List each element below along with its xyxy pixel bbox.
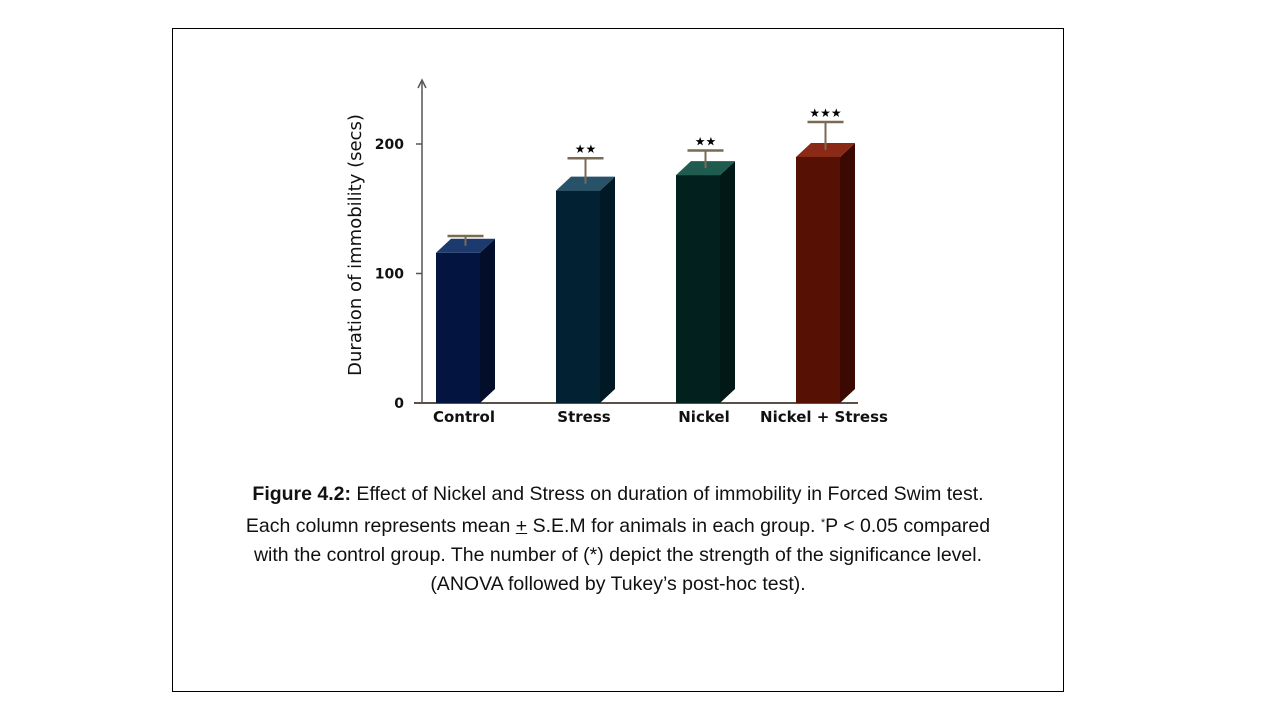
bar-front-face bbox=[436, 252, 480, 403]
caption-text-2c: P < 0.05 compared bbox=[825, 515, 991, 537]
caption-line-3: with the control group. The number of (*… bbox=[253, 544, 983, 566]
y-axis-label: Duration of immobility (secs) bbox=[345, 114, 366, 376]
significance-stars: ★★★ bbox=[809, 106, 841, 120]
figure-label: Figure 4.2: bbox=[252, 483, 352, 505]
bar-chart: 0 100 200 Control ★★ Stress ★★ Nickel ★★★ Nickel… bbox=[345, 78, 888, 426]
bars-group: Control ★★ Stress ★★ Nickel ★★★ Nickel + Stres… bbox=[433, 106, 888, 426]
y-tick-label: 200 bbox=[375, 137, 404, 153]
caption-text-2b: S.E.M for animals in each group. bbox=[527, 515, 821, 537]
figure-caption: Figure 4.2: Effect of Nickel and Stress … bbox=[172, 480, 1064, 599]
caption-line-4: (ANOVA followed by Tukey’s post-hoc test… bbox=[430, 573, 806, 595]
y-tick-label: 0 bbox=[394, 396, 404, 412]
plus-minus-sign: + bbox=[515, 515, 528, 537]
bar-side-face bbox=[840, 142, 855, 403]
x-tick-label: Nickel + Stress bbox=[760, 408, 888, 426]
bar-front-face bbox=[676, 175, 720, 403]
caption-text-2a: Each column represents mean bbox=[245, 515, 516, 537]
bar-side-face bbox=[600, 176, 615, 403]
axes: 0 100 200 bbox=[375, 78, 858, 412]
bar-stress: ★★ Stress bbox=[556, 142, 615, 426]
asterisk-superscript: * bbox=[820, 517, 826, 529]
bar-side-face bbox=[480, 238, 495, 403]
bar-front-face bbox=[556, 190, 600, 403]
bar-side-face bbox=[720, 161, 735, 403]
x-tick-label: Stress bbox=[557, 408, 610, 426]
bar-nickel: ★★ Nickel bbox=[676, 134, 735, 426]
significance-stars: ★★ bbox=[575, 142, 597, 156]
caption-line-2: Each column represents mean + S.E.M for … bbox=[172, 509, 1064, 541]
bar-front-face bbox=[796, 156, 840, 403]
bar-control: Control bbox=[433, 234, 495, 426]
caption-line-1: Figure 4.2: Effect of Nickel and Stress … bbox=[172, 480, 1064, 509]
significance-stars: ★★ bbox=[695, 134, 717, 148]
y-tick-label: 100 bbox=[375, 267, 404, 283]
y-axis-arrow bbox=[417, 78, 427, 89]
x-tick-label: Control bbox=[433, 408, 495, 426]
figure-frame bbox=[172, 28, 1064, 692]
caption-text-1: Effect of Nickel and Stress on duration … bbox=[351, 483, 984, 505]
bar-nickel-stress: ★★★ Nickel + Stress bbox=[760, 106, 888, 426]
x-tick-label: Nickel bbox=[678, 408, 729, 426]
